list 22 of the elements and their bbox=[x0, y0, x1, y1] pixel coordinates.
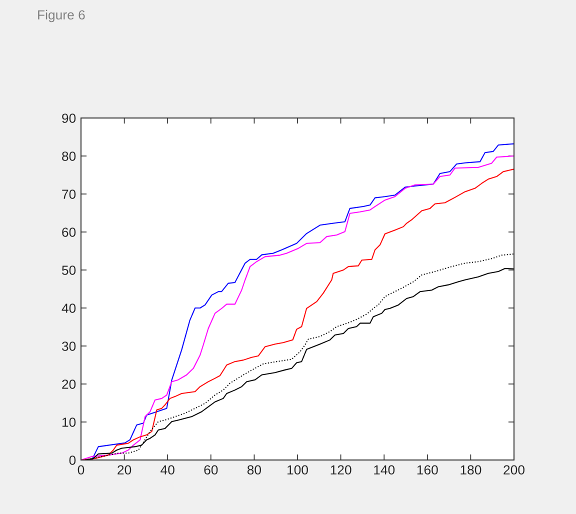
x-tick-label: 60 bbox=[204, 465, 218, 475]
y-tick-label: 50 bbox=[62, 266, 76, 275]
x-tick-label: 0 bbox=[78, 465, 84, 475]
x-tick-label: 200 bbox=[504, 465, 524, 475]
x-tick-label: 100 bbox=[288, 465, 308, 475]
y-tick-label: 10 bbox=[62, 418, 76, 427]
y-tick-label: 80 bbox=[62, 152, 76, 161]
x-tick-label: 20 bbox=[118, 465, 132, 475]
x-tick-label: 120 bbox=[330, 465, 352, 475]
y-tick-label: 70 bbox=[62, 190, 76, 199]
x-tick-label: 160 bbox=[417, 465, 438, 475]
chart-title: Figure 6 bbox=[38, 10, 85, 22]
x-tick-label: 80 bbox=[247, 465, 262, 475]
y-tick-label: 30 bbox=[62, 342, 76, 351]
y-tick-label: 60 bbox=[62, 228, 76, 237]
y-tick-label: 20 bbox=[62, 380, 76, 389]
y-tick-label: 40 bbox=[62, 304, 76, 313]
y-tick-label: 90 bbox=[62, 114, 76, 123]
x-tick-label: 140 bbox=[374, 465, 395, 475]
y-tick-label: 0 bbox=[69, 456, 76, 465]
x-tick-label: 180 bbox=[460, 465, 482, 475]
x-tick-label: 40 bbox=[160, 465, 174, 475]
